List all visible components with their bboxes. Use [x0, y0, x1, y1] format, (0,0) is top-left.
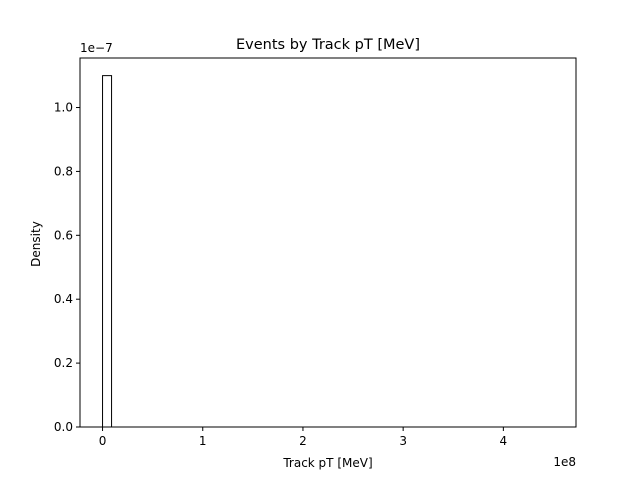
y-tick-label: 0.0: [54, 420, 73, 434]
x-axis-offset-label: 1e8: [553, 455, 576, 469]
y-axis-label: Density: [29, 221, 43, 267]
y-tick-label: 0.4: [54, 292, 73, 306]
x-tick-label: 2: [299, 434, 307, 448]
x-tick-label: 1: [199, 434, 207, 448]
plot-area: 0 1 2 3 4 0.0 0.2 0.4 0.6 0.8 1.0: [54, 57, 577, 448]
histogram-step-outline: [102, 75, 554, 428]
x-tick-label: 0: [99, 434, 107, 448]
x-tick-label: 4: [500, 434, 508, 448]
y-tick-label: 0.2: [54, 356, 73, 370]
y-axis-offset-label: 1e−7: [80, 41, 113, 55]
y-tick-label: 0.6: [54, 228, 73, 242]
x-tick-label: 3: [399, 434, 407, 448]
y-tick-label: 0.8: [54, 164, 73, 178]
y-tick-label: 1.0: [54, 101, 73, 115]
x-axis-label: Track pT [MeV]: [282, 456, 372, 470]
axes-frame: [79, 57, 577, 428]
chart-title: Events by Track pT [MeV]: [236, 37, 420, 53]
